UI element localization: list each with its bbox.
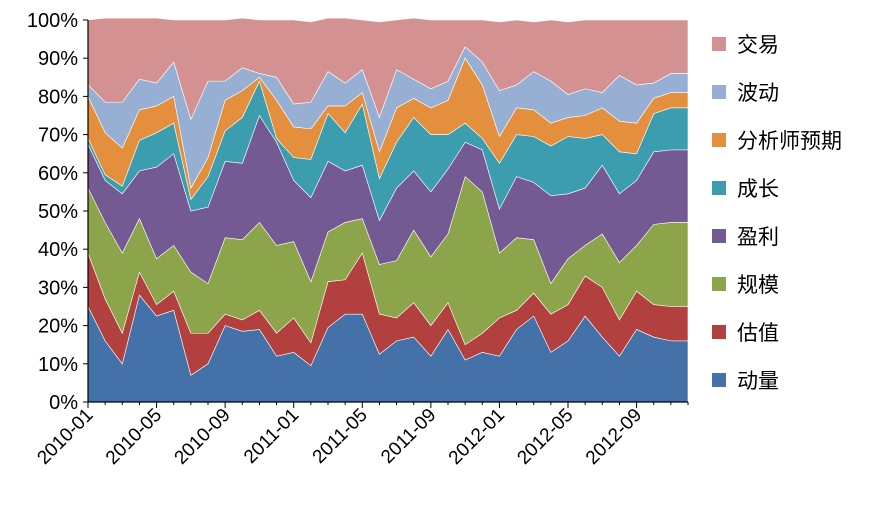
legend-swatch bbox=[712, 85, 726, 99]
y-tick-label: 10% bbox=[38, 354, 78, 376]
x-tick-label: 2012-09 bbox=[582, 405, 646, 469]
x-tick-labels: 2010-01 2010-05 2010-09 2011-01 2011-05 2011-… bbox=[33, 405, 646, 469]
y-tick-label: 40% bbox=[38, 239, 78, 261]
area-series-7 bbox=[87, 17, 689, 121]
legend-label: 动量 bbox=[737, 369, 779, 393]
y-tick-label: 50% bbox=[38, 201, 78, 223]
y-tick-label: 30% bbox=[38, 277, 78, 299]
area-series-group bbox=[87, 17, 689, 403]
legend-swatch bbox=[712, 373, 726, 387]
y-tick-label: 0% bbox=[49, 392, 78, 414]
y-tick-label: 90% bbox=[38, 48, 78, 70]
y-tick-label: 70% bbox=[38, 125, 78, 147]
legend-label: 分析师预期 bbox=[737, 129, 842, 153]
legend-label: 波动 bbox=[737, 81, 779, 105]
x-tick-label: 2010-01 bbox=[33, 405, 97, 469]
legend-label: 盈利 bbox=[737, 225, 779, 249]
x-tick-label: 2010-05 bbox=[102, 405, 166, 469]
legend-swatch bbox=[712, 181, 726, 195]
x-tick-label: 2012-05 bbox=[513, 405, 577, 469]
legend-swatch bbox=[712, 37, 726, 51]
x-tick-label: 2011-05 bbox=[309, 405, 372, 468]
legend-label: 规模 bbox=[737, 273, 779, 297]
x-tick-label: 2012-01 bbox=[445, 405, 509, 469]
x-tick-label: 2010-09 bbox=[171, 405, 235, 469]
y-tick-label: 20% bbox=[38, 316, 78, 338]
y-tick-label: 60% bbox=[38, 163, 78, 185]
x-tick-label: 2011-01 bbox=[240, 405, 303, 468]
legend-label: 成长 bbox=[737, 177, 779, 201]
x-tick-label: 2011-09 bbox=[377, 405, 440, 468]
legend-label: 估值 bbox=[737, 321, 779, 345]
legend-label: 交易 bbox=[737, 33, 779, 57]
legend-swatch bbox=[712, 277, 726, 291]
y-tick-label: 100% bbox=[27, 10, 78, 32]
y-tick-labels: 0% 10% 20% 30% 40% 50% 60% 70% 80% 90% 100% bbox=[27, 10, 78, 414]
legend-swatch bbox=[712, 229, 726, 243]
axes-group bbox=[83, 19, 689, 408]
legend-swatch bbox=[712, 133, 726, 147]
legend-swatch bbox=[712, 325, 726, 339]
y-tick-label: 80% bbox=[38, 86, 78, 108]
